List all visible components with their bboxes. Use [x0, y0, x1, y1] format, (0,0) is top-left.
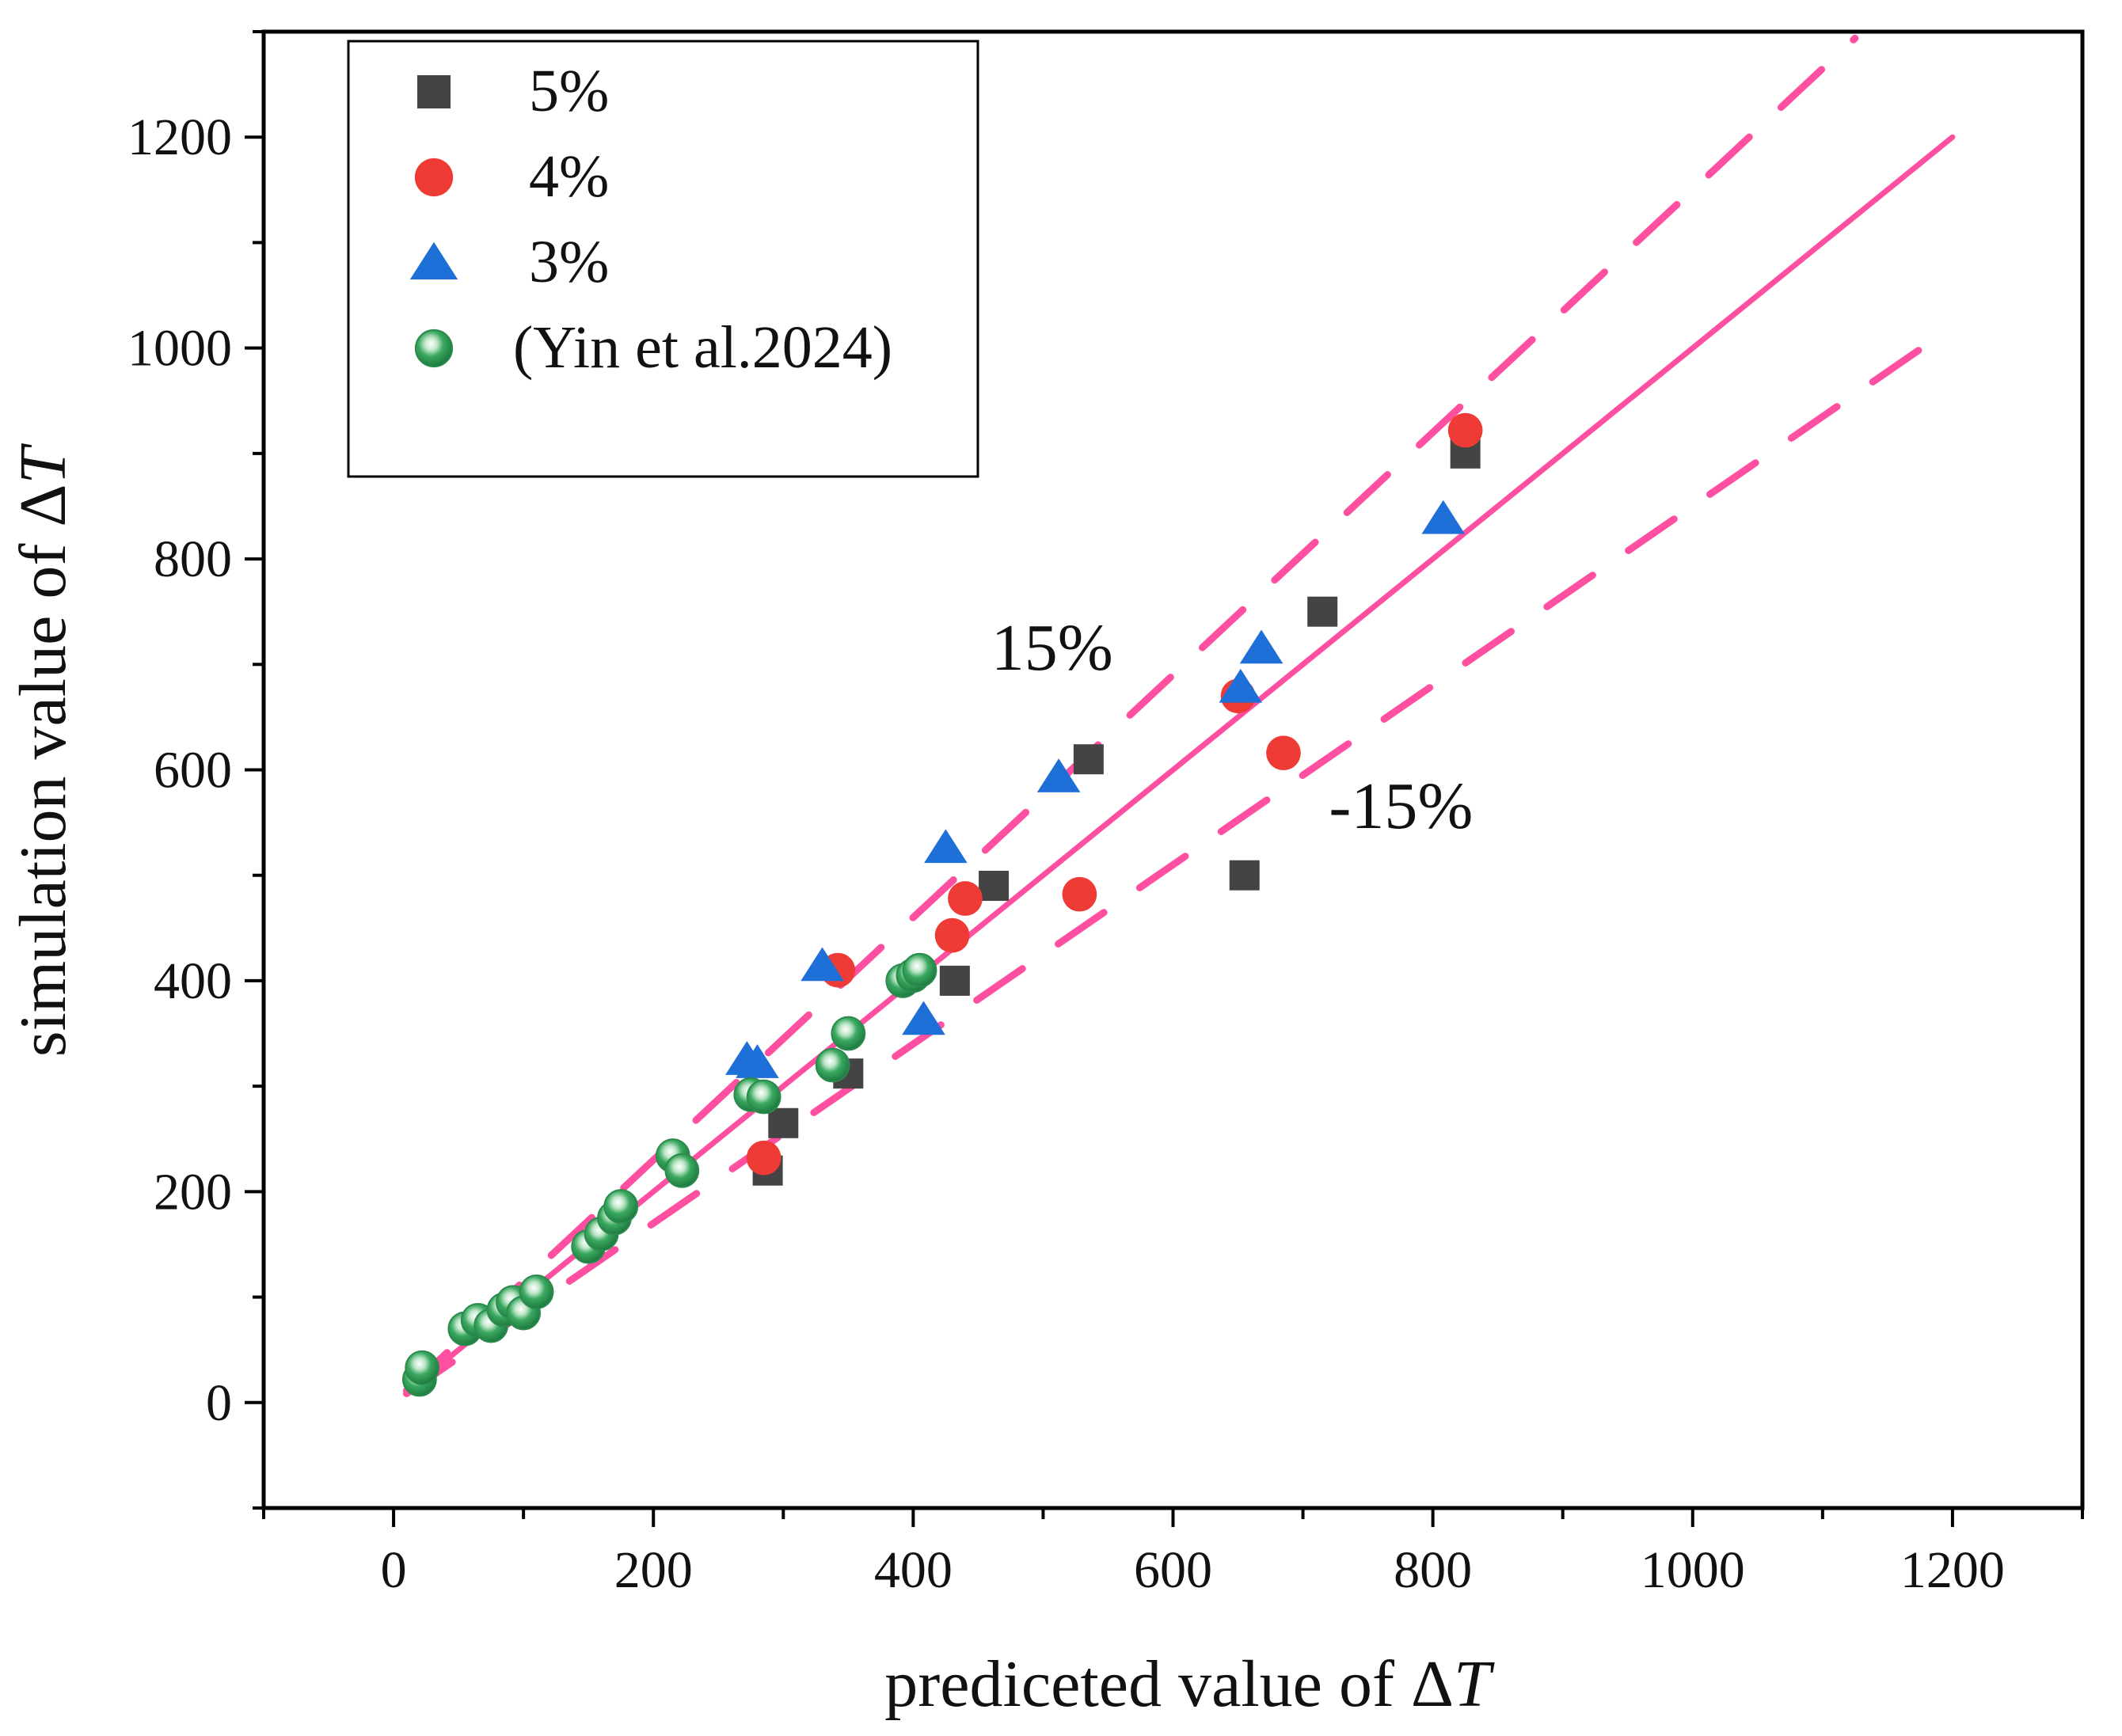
marker-s0-p3 [939, 965, 970, 996]
marker-s3-p8 [519, 1274, 554, 1309]
legend-markers [409, 75, 458, 368]
legend: 5% 4% 3% (Yin et al.2024) [347, 40, 979, 478]
x-tick-label: 0 [381, 1541, 407, 1599]
marker-s1-p2 [934, 917, 970, 953]
marker-s1-p7 [1447, 412, 1483, 448]
y-tick-label: 400 [154, 952, 232, 1010]
marker-s3-p17 [815, 1047, 850, 1083]
marker-s3-p16 [746, 1079, 781, 1115]
marker-s0-p6 [1229, 860, 1260, 891]
legend-marker-0 [417, 75, 451, 108]
marker-s0-p1 [768, 1107, 799, 1138]
marker-s0-p4 [979, 871, 1010, 902]
x-tick-label: 1000 [1641, 1541, 1745, 1599]
x-tick-label: 1200 [1900, 1541, 2005, 1599]
legend-label-yin: (Yin et al.2024) [513, 314, 892, 381]
marker-s1-p6 [1266, 735, 1301, 771]
marker-s2-p3 [902, 1001, 945, 1035]
marker-s3-p12 [603, 1189, 639, 1224]
marker-s2-p5 [1036, 758, 1081, 792]
legend-box [347, 40, 979, 478]
annotation-plus-15: 15% [991, 611, 1113, 685]
marker-s0-p5 [1073, 744, 1104, 775]
marker-s3-p14 [664, 1153, 700, 1188]
y-axis-title: simulation value of ΔT [6, 443, 80, 1058]
y-tick-label: 200 [154, 1163, 232, 1221]
legend-marker-1 [414, 158, 454, 197]
reference-lines [402, 34, 1957, 1397]
marker-s0-p7 [1307, 596, 1338, 627]
marker-s1-p4 [1062, 876, 1097, 912]
annotation-minus-15: -15% [1329, 769, 1473, 843]
x-tick-label: 600 [1134, 1541, 1212, 1599]
reference-line-1 [402, 34, 1859, 1394]
y-tick-label: 0 [206, 1374, 232, 1432]
marker-s2-p4 [924, 829, 968, 864]
legend-marker-3 [414, 329, 454, 368]
marker-s2-p1 [736, 1044, 779, 1078]
y-tick-label: 800 [154, 530, 232, 588]
legend-marker-2 [409, 241, 458, 279]
x-tick-label: 400 [874, 1541, 953, 1599]
tick-labels: 0 200 400 600 800 1000 1200 0 200 400 600 800 1000 12… [127, 108, 2005, 1599]
marker-s1-p0 [746, 1140, 781, 1176]
y-tick-label: 1000 [127, 320, 232, 378]
marker-s3-p18 [831, 1016, 866, 1051]
axes [245, 29, 2085, 1527]
legend-label-5pct: 5% [529, 58, 609, 124]
marker-s2-p8 [1421, 500, 1466, 534]
y-tick-label: 1200 [127, 108, 232, 166]
legend-label-3pct: 3% [529, 229, 609, 295]
reference-line-2 [402, 323, 1957, 1397]
legend-label-4pct: 4% [529, 143, 609, 210]
marker-s3-p21 [902, 952, 937, 988]
marker-s3-p1 [405, 1350, 440, 1385]
marker-s1-p3 [948, 881, 983, 916]
data-markers [401, 412, 1483, 1397]
y-tick-label: 600 [154, 742, 232, 800]
marker-s2-p6 [1219, 668, 1263, 703]
x-axis-title: prediceted value of ΔT [884, 1647, 1495, 1721]
x-tick-label: 800 [1394, 1541, 1472, 1599]
x-tick-label: 200 [614, 1541, 693, 1599]
marker-s2-p7 [1239, 629, 1283, 664]
marker-s2-p2 [801, 947, 844, 982]
reference-line-0 [403, 134, 1956, 1395]
